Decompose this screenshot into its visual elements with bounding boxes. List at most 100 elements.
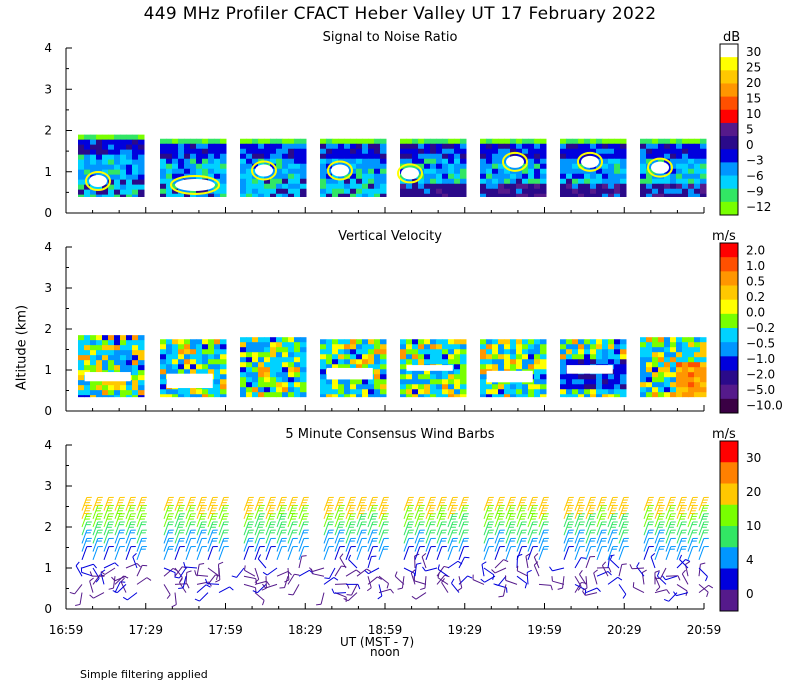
colorbar-label: 15: [746, 91, 761, 105]
heatmap-cell: [652, 377, 659, 383]
heatmap-cell: [584, 138, 591, 145]
heatmap-cell: [332, 183, 339, 190]
heatmap-cell: [596, 138, 603, 145]
heatmap-cell: [276, 367, 283, 373]
heatmap-cell: [682, 148, 689, 155]
heatmap-cell: [258, 382, 265, 388]
heatmap-cell: [96, 345, 103, 351]
wind-barb: [633, 586, 645, 594]
heatmap-cell: [288, 193, 295, 197]
heatmap-cell: [652, 148, 659, 155]
heatmap-cell: [602, 339, 609, 345]
wind-barb: [136, 565, 143, 577]
snr-high-patch-rim: [502, 151, 528, 172]
heatmap-cell: [270, 372, 277, 378]
heatmap-cell: [596, 374, 603, 380]
heatmap-cell: [566, 148, 573, 155]
heatmap-cell: [344, 193, 351, 197]
heatmap-cell: [566, 168, 573, 175]
heatmap-cell: [264, 138, 271, 145]
heatmap-cell: [572, 384, 579, 390]
heatmap-cell: [608, 173, 615, 180]
heatmap-cell: [486, 349, 493, 355]
wind-barb-feather: [366, 568, 372, 573]
heatmap-cell: [126, 360, 133, 366]
heatmap-cell: [166, 143, 173, 150]
heatmap-cell: [504, 339, 511, 345]
heatmap-cell: [84, 159, 91, 166]
heatmap-cell: [326, 188, 333, 195]
heatmap-cell: [300, 168, 307, 175]
heatmap-cell: [448, 148, 455, 155]
heatmap-cell: [294, 362, 301, 368]
heatmap-cell: [448, 359, 455, 365]
heatmap-cell: [424, 188, 431, 195]
heatmap-cell: [406, 183, 413, 190]
heatmap-cell: [138, 159, 145, 166]
heatmap-cell: [578, 389, 585, 395]
heatmap-cell: [362, 349, 369, 355]
heatmap-cell: [240, 347, 247, 353]
heatmap-cell: [670, 392, 677, 398]
heatmap-cell: [208, 153, 215, 160]
wind-barb: [698, 546, 705, 560]
wind-barb: [339, 557, 347, 569]
heatmap-cell: [646, 362, 653, 368]
heatmap-cell: [362, 153, 369, 160]
heatmap-cell: [172, 344, 179, 350]
heatmap-cell: [682, 387, 689, 393]
heatmap-cell: [90, 355, 97, 361]
heatmap-cell: [126, 385, 133, 391]
heatmap-cell: [160, 364, 167, 370]
heatmap-cell: [282, 158, 289, 165]
heatmap-cell: [338, 183, 345, 190]
heatmap-cell: [534, 188, 541, 195]
wind-barb-feather: [199, 562, 205, 565]
heatmap-cell: [492, 389, 499, 395]
heatmap-cell: [126, 149, 133, 156]
heatmap-cell: [300, 178, 307, 185]
heatmap-cell: [504, 173, 511, 180]
heatmap-cell: [362, 143, 369, 150]
heatmap-cell: [406, 394, 413, 398]
heatmap-cell: [418, 354, 425, 360]
heatmap-cell: [694, 342, 701, 348]
heatmap-cell: [208, 394, 215, 398]
heatmap-cell: [516, 364, 523, 370]
heatmap-cell: [202, 193, 209, 197]
heatmap-cell: [652, 392, 659, 398]
heatmap-cell: [602, 148, 609, 155]
heatmap-cell: [356, 389, 363, 395]
wind-barb: [276, 570, 289, 577]
heatmap-cell: [78, 370, 85, 376]
heatmap-cell: [560, 143, 567, 150]
colorbar-swatch: [720, 483, 738, 506]
heatmap-cell: [670, 377, 677, 383]
colorbar-swatch: [720, 462, 738, 484]
heatmap-cell: [658, 158, 665, 165]
heatmap-cell: [540, 138, 547, 145]
heatmap-cell: [132, 350, 139, 356]
heatmap-cell: [196, 153, 203, 160]
heatmap-cell: [202, 354, 209, 360]
heatmap-cell: [178, 158, 185, 165]
heatmap-cell: [288, 337, 295, 343]
heatmap-cell: [560, 394, 567, 398]
heatmap-cell: [240, 342, 247, 348]
heatmap-cell: [560, 379, 567, 385]
heatmap-cell: [602, 188, 609, 195]
heatmap-cell: [102, 395, 109, 398]
heatmap-cell: [368, 349, 375, 355]
y-tick-label: 3: [44, 82, 52, 96]
heatmap-cell: [688, 382, 695, 388]
heatmap-cell: [492, 394, 499, 398]
wind-barb: [132, 556, 138, 569]
wind-barb-feather: [114, 562, 119, 567]
heatmap-cell: [214, 183, 221, 190]
wind-barb-feather: [324, 577, 330, 580]
wind-barb-feather: [146, 577, 152, 581]
heatmap-cell: [658, 382, 665, 388]
wind-barb: [345, 546, 352, 560]
heatmap-cell: [516, 143, 523, 150]
heatmap-cell: [294, 342, 301, 348]
